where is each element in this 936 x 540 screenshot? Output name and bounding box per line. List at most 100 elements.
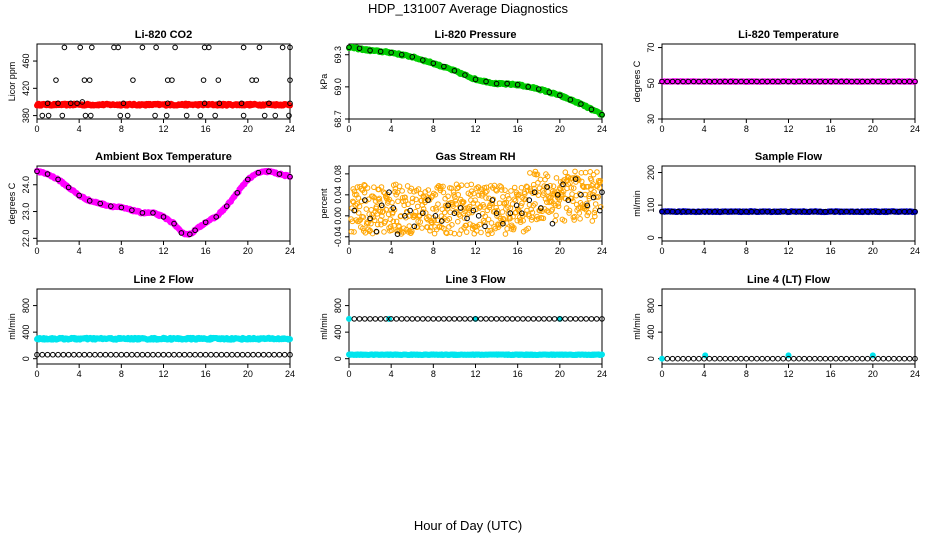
data-point	[155, 351, 162, 358]
panel-1: Li-820 Pressure 0 4 8 12 16 20 24 68.7 69.0 69.3 kP…	[319, 29, 607, 134]
data-point	[287, 351, 293, 358]
data-point	[505, 204, 511, 211]
data-point	[419, 225, 425, 231]
data-point	[472, 197, 478, 204]
x-tick-label: 16	[513, 369, 523, 379]
y-axis-label: degrees C	[632, 60, 642, 102]
data-point	[593, 316, 600, 322]
data-point	[722, 208, 729, 215]
data-point	[875, 355, 881, 362]
data-point	[373, 203, 380, 210]
data-point	[409, 195, 416, 202]
data-point	[461, 215, 468, 221]
data-point	[287, 336, 293, 343]
data-point	[500, 217, 507, 223]
x-tick-label: 12	[470, 246, 480, 256]
data-point	[407, 207, 413, 214]
data-point	[380, 189, 387, 195]
data-point	[441, 63, 447, 70]
data-point	[415, 186, 422, 192]
data-point	[526, 213, 532, 219]
x-tick-label: 16	[826, 246, 836, 256]
data-point	[560, 181, 566, 188]
data-point	[468, 181, 475, 188]
y-tick-label: 0.00	[333, 207, 343, 225]
data-point	[153, 44, 159, 51]
data-point	[438, 184, 444, 190]
data-point	[404, 316, 410, 322]
x-tick-label: 4	[702, 246, 707, 256]
data-point	[454, 218, 461, 225]
data-point	[371, 184, 377, 191]
data-point	[218, 351, 225, 358]
data-point	[599, 111, 605, 118]
data-point	[543, 199, 550, 205]
data-point	[134, 351, 140, 358]
data-point	[775, 208, 781, 215]
data-point	[488, 316, 495, 322]
data-point	[482, 189, 489, 196]
data-point	[281, 351, 288, 358]
data-point	[511, 224, 517, 231]
data-point	[547, 182, 553, 189]
x-tick-label: 12	[470, 369, 480, 379]
data-point	[514, 316, 521, 322]
data-point	[885, 355, 892, 362]
data-point	[65, 351, 72, 358]
x-tick-label: 20	[243, 369, 253, 379]
data-point	[870, 78, 876, 85]
data-point	[576, 191, 583, 197]
data-point	[717, 355, 723, 362]
y-tick-label: 50	[646, 78, 656, 88]
y-tick-label: 0	[21, 356, 31, 361]
data-point	[545, 189, 551, 195]
data-point	[669, 78, 676, 85]
data-point	[743, 355, 750, 362]
data-point	[483, 316, 489, 322]
data-point	[553, 175, 560, 181]
data-point	[596, 184, 603, 191]
data-point	[659, 355, 665, 362]
data-point	[775, 355, 781, 362]
data-point	[748, 78, 755, 85]
data-point	[71, 351, 77, 358]
data-point	[769, 208, 776, 215]
data-point	[572, 176, 579, 182]
series-2	[351, 316, 605, 322]
data-point	[39, 112, 46, 119]
data-point	[172, 44, 178, 51]
data-point	[827, 78, 834, 85]
data-point	[377, 48, 384, 55]
data-point	[827, 208, 834, 215]
data-point	[780, 78, 787, 85]
data-point	[493, 188, 500, 194]
data-point	[589, 218, 596, 224]
y-tick-label: 420	[21, 81, 31, 96]
y-tick-label: 400	[333, 325, 343, 340]
data-point	[453, 201, 459, 207]
data-point	[567, 316, 574, 322]
data-point	[165, 351, 172, 358]
data-point	[462, 316, 468, 322]
data-point	[287, 100, 293, 107]
data-point	[431, 230, 438, 237]
data-point	[822, 78, 829, 85]
data-point	[848, 355, 855, 362]
data-point	[422, 210, 429, 216]
data-point	[492, 186, 499, 193]
x-tick-label: 20	[243, 124, 253, 134]
data-point	[77, 44, 84, 51]
data-point	[554, 192, 561, 198]
data-point	[490, 196, 497, 203]
data-point	[711, 355, 718, 362]
data-point	[411, 188, 417, 195]
data-point	[507, 210, 514, 217]
data-point	[187, 231, 193, 238]
data-point	[462, 72, 468, 78]
data-point	[790, 355, 797, 362]
data-point	[727, 355, 734, 362]
x-tick-label: 4	[702, 369, 707, 379]
x-tick-label: 8	[431, 369, 436, 379]
data-point	[571, 217, 577, 223]
data-point	[102, 351, 109, 358]
